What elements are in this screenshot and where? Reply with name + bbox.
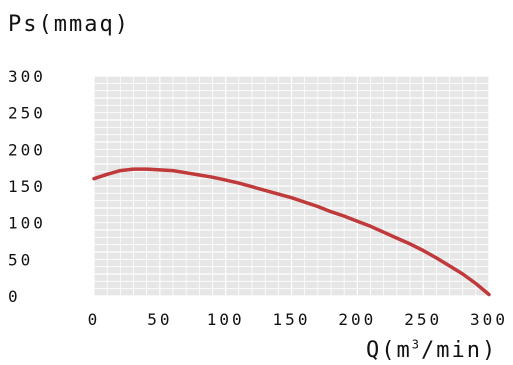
y-tick-labels: 0 50 100 150 200 250 300 <box>8 67 46 306</box>
x-tick-label: 200 <box>338 310 376 329</box>
x-axis-label: Q(m3/min) <box>366 338 497 363</box>
x-axis-label-base: Q(m <box>366 338 412 363</box>
y-tick-label: 250 <box>8 104 46 123</box>
y-tick-label: 150 <box>8 177 46 196</box>
x-tick-label: 50 <box>147 310 172 329</box>
y-tick-label: 100 <box>8 214 46 233</box>
grid-lines <box>93 75 490 297</box>
x-axis-label-superscript: 3 <box>411 337 421 352</box>
y-tick-label: 0 <box>8 287 21 306</box>
x-tick-label: 250 <box>404 310 442 329</box>
x-tick-labels: 0 50 100 150 200 250 300 <box>88 310 508 329</box>
x-tick-label: 150 <box>273 310 311 329</box>
x-tick-label: 100 <box>207 310 245 329</box>
x-tick-label: 300 <box>470 310 508 329</box>
y-axis-label: Ps(mmaq) <box>8 12 130 37</box>
x-axis-label-tail: /min) <box>420 338 498 363</box>
x-tick-label: 0 <box>88 310 101 329</box>
y-tick-label: 200 <box>8 140 46 159</box>
y-tick-label: 300 <box>8 67 46 86</box>
y-tick-label: 50 <box>8 250 33 269</box>
pressure-curve <box>92 167 491 297</box>
